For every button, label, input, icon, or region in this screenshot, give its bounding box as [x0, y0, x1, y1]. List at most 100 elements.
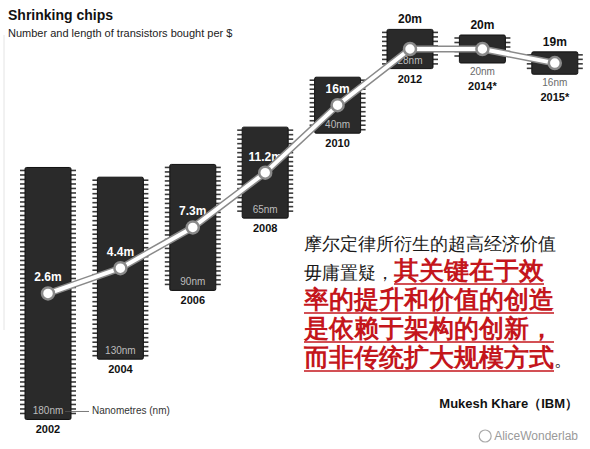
chip-pin	[361, 111, 366, 113]
chip-pin	[143, 310, 148, 312]
point	[332, 99, 344, 111]
point	[404, 43, 416, 55]
subtitle: Number and length of transistors bought …	[8, 27, 232, 39]
chip-pin	[361, 124, 366, 126]
chip-pin	[237, 152, 242, 154]
annotation-highlight: 其关键在于效	[393, 256, 545, 285]
chip-pin	[71, 246, 76, 248]
chip-pin	[165, 194, 170, 196]
chip-pin	[71, 395, 76, 397]
chip-pin	[71, 264, 76, 266]
chip-pin	[20, 269, 25, 271]
chip-pin	[71, 399, 76, 401]
chip-pin	[527, 63, 532, 65]
chip-pin	[71, 390, 76, 392]
chip-pin	[20, 278, 25, 280]
chip-pin	[71, 345, 76, 347]
chip-pin	[92, 233, 97, 235]
chip-pin	[71, 197, 76, 199]
chip-pin	[20, 215, 25, 217]
chip-pin	[92, 224, 97, 226]
watermark: AliceWonderlab	[494, 429, 578, 443]
labels: 2.6m180nm20024.4m130nm20047.3m90nm200611…	[33, 12, 570, 435]
chip-pin	[288, 165, 293, 167]
size-label: 65nm	[253, 204, 278, 215]
chip-pin	[382, 59, 387, 61]
chip-pin	[92, 314, 97, 316]
chip-pin	[71, 260, 76, 262]
watermark-icon	[479, 430, 491, 442]
chip-pin	[92, 179, 97, 181]
chip-pin	[92, 305, 97, 307]
chip-pin	[143, 278, 148, 280]
underline	[304, 370, 554, 372]
chip-pin	[505, 46, 510, 48]
chip-pin	[216, 252, 221, 254]
chip-pin	[237, 170, 242, 172]
chip-pin	[165, 252, 170, 254]
chip-pin	[433, 32, 438, 34]
chip-pin	[165, 234, 170, 236]
chip-pin	[20, 251, 25, 253]
chip-pin	[310, 88, 315, 90]
chip-pin	[361, 93, 366, 95]
chip-pin	[165, 266, 170, 268]
chip-pin	[20, 233, 25, 235]
chip-pin	[237, 147, 242, 149]
chip-pin	[361, 129, 366, 131]
chip-pin	[237, 138, 242, 140]
chip-pin	[92, 247, 97, 249]
chip-pin	[20, 327, 25, 329]
chip-pin	[382, 45, 387, 47]
chip-pin	[361, 106, 366, 108]
chip-pin	[216, 266, 221, 268]
chip-pin	[71, 314, 76, 316]
size-label: 16nm	[542, 77, 567, 88]
chip-pin	[216, 234, 221, 236]
chip-pin	[20, 192, 25, 194]
size-axis-label: Nanometres (nm)	[92, 405, 170, 416]
chip-pin	[237, 179, 242, 181]
chip-pin	[361, 120, 366, 122]
chip-pin	[71, 323, 76, 325]
chip-pin	[92, 287, 97, 289]
chip-pin	[71, 224, 76, 226]
chip-pin	[143, 301, 148, 303]
chip-pin	[143, 337, 148, 339]
chip-pin	[216, 257, 221, 259]
leader-line	[65, 411, 89, 412]
chip-pin	[454, 55, 459, 57]
chip-pin	[165, 284, 170, 286]
chip-pin	[165, 257, 170, 259]
chip-pin	[237, 165, 242, 167]
chip-pin	[288, 206, 293, 208]
chip	[165, 164, 221, 290]
chip-pin	[92, 310, 97, 312]
chip-pin	[216, 261, 221, 263]
chip-pin	[143, 184, 148, 186]
chip-pin	[20, 264, 25, 266]
line	[48, 49, 555, 294]
chip-pin	[20, 395, 25, 397]
chip	[20, 167, 76, 419]
chip-pin	[165, 275, 170, 277]
chip-pin	[143, 287, 148, 289]
chip-pin	[143, 238, 148, 240]
chip-pin	[92, 260, 97, 262]
chip-pin	[216, 176, 221, 178]
chip-pin	[237, 143, 242, 145]
chip-pin	[310, 93, 315, 95]
chip-pin	[92, 341, 97, 343]
chip-pin	[71, 318, 76, 320]
chip-pin	[20, 413, 25, 415]
chip-pin	[361, 97, 366, 99]
chip-pin	[71, 296, 76, 298]
chip-pin	[71, 192, 76, 194]
chart: Shrinking chipsNumber and length of tran…	[0, 0, 590, 449]
chip-pin	[433, 54, 438, 56]
x-tick-label: 2004	[108, 363, 133, 375]
chip-pin	[20, 210, 25, 212]
chip-pin	[143, 233, 148, 235]
point	[476, 43, 488, 55]
chip-pin	[143, 274, 148, 276]
